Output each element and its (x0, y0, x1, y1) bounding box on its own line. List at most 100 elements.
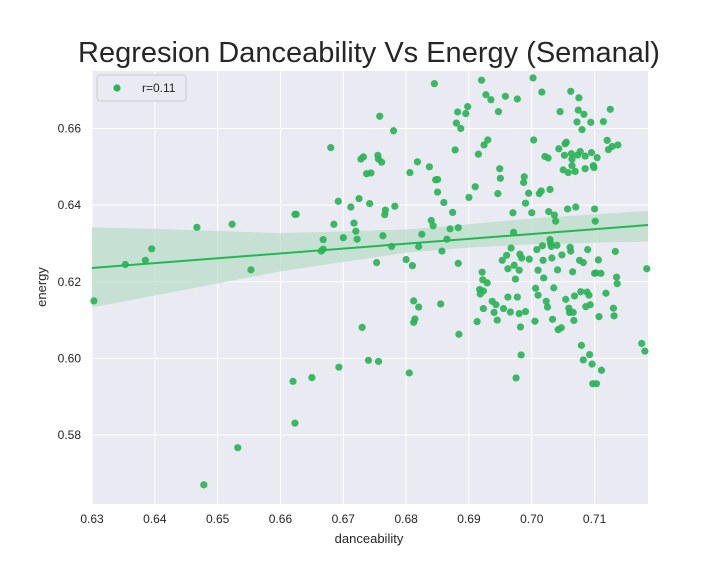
scatter-point (613, 280, 621, 288)
scatter-point (568, 155, 576, 163)
scatter-point (643, 265, 651, 273)
scatter-point (597, 366, 606, 374)
scatter-point (570, 292, 579, 300)
scatter-point (494, 108, 503, 116)
scatter-point (585, 350, 594, 359)
scatter-point (478, 268, 486, 276)
scatter-point (558, 251, 566, 259)
scatter-point (575, 94, 583, 102)
scatter-point (378, 158, 386, 166)
scatter-point (483, 279, 491, 287)
scatter-point (572, 203, 580, 211)
scatter-point (581, 165, 589, 173)
scatter-point (319, 236, 327, 244)
scatter-point (574, 106, 582, 114)
scatter-point (533, 245, 541, 254)
scatter-point (525, 189, 533, 197)
legend: r=0.11 (96, 74, 187, 102)
scatter-point (509, 209, 517, 217)
scatter-point (415, 242, 423, 251)
scatter-point (595, 313, 603, 321)
scatter-point (339, 234, 347, 242)
scatter-point (597, 269, 605, 277)
scatter-point (537, 187, 545, 195)
scatter-point (534, 266, 542, 274)
scatter-point (465, 193, 473, 202)
scatter-point (612, 273, 621, 281)
y-tick-label: 0.58 (58, 428, 82, 442)
scatter-point (608, 142, 616, 151)
x-tick-label: 0.66 (269, 512, 293, 526)
scatter-point (548, 315, 557, 323)
scatter-point (568, 162, 576, 170)
scatter-point (381, 206, 389, 214)
scatter-point (451, 146, 459, 154)
x-tick-label: 0.69 (457, 512, 481, 526)
scatter-point (490, 308, 498, 317)
scatter-point (573, 118, 581, 126)
scatter-point (402, 255, 410, 264)
y-tick-label: 0.66 (58, 121, 82, 135)
scatter-point (457, 124, 465, 133)
scatter-point (511, 275, 520, 283)
scatter-point (405, 369, 413, 377)
scatter-point (525, 255, 533, 263)
scatter-point (611, 247, 619, 256)
scatter-point (418, 230, 426, 238)
scatter-point (592, 380, 601, 388)
scatter-point (504, 293, 512, 301)
scatter-point (606, 105, 614, 113)
scatter-point (477, 76, 486, 84)
scatter-point (200, 481, 208, 489)
scatter-point (540, 274, 548, 282)
scatter-point (474, 150, 482, 158)
scatter-point (538, 88, 546, 96)
scatter-point (567, 150, 575, 158)
scatter-point (564, 168, 572, 177)
scatter-point (520, 173, 528, 181)
scatter-point (552, 217, 560, 225)
scatter-point (529, 74, 537, 82)
scatter-point (455, 330, 463, 338)
scatter-point (587, 118, 595, 126)
scatter-point (193, 223, 201, 231)
scatter-point (569, 268, 577, 276)
scatter-point (562, 138, 570, 146)
scatter-point (588, 360, 596, 368)
scatter-point (425, 163, 433, 171)
x-tick-label: 0.63 (80, 512, 104, 526)
scatter-point (516, 323, 525, 331)
scatter-point (430, 80, 438, 88)
scatter-point (610, 312, 618, 320)
legend-label: r=0.11 (142, 81, 176, 95)
scatter-point (521, 308, 530, 316)
scatter-point (507, 244, 515, 252)
scatter-point (570, 316, 578, 325)
y-tick-label: 0.62 (58, 275, 82, 289)
scatter-point (501, 92, 509, 100)
scatter-point (528, 209, 536, 217)
scatter-point (543, 303, 552, 311)
scatter-point (492, 301, 500, 309)
scatter-point (487, 96, 495, 104)
x-tick-label: 0.64 (143, 512, 167, 526)
scatter-point (530, 136, 538, 144)
scatter-point (433, 175, 442, 184)
scatter-point (480, 141, 488, 149)
scatter-point (509, 228, 518, 236)
scatter-point (479, 304, 487, 313)
scatter-point (556, 108, 564, 116)
x-axis-label: danceability (335, 531, 404, 546)
x-tick-labels: 0.63 0.64 0.65 0.66 0.67 0.68 0.69 0.70 0.71 (80, 512, 606, 526)
scatter-point (335, 363, 343, 371)
scatter-point (464, 103, 472, 111)
scatter-point (531, 284, 540, 292)
scatter-point (327, 144, 335, 152)
scatter-points (90, 74, 651, 489)
scatter-point (496, 165, 504, 173)
scatter-point (546, 185, 554, 194)
scatter-point (367, 169, 375, 177)
scatter-point (603, 136, 611, 144)
scatter-point (410, 297, 418, 305)
scatter-point (567, 87, 575, 95)
